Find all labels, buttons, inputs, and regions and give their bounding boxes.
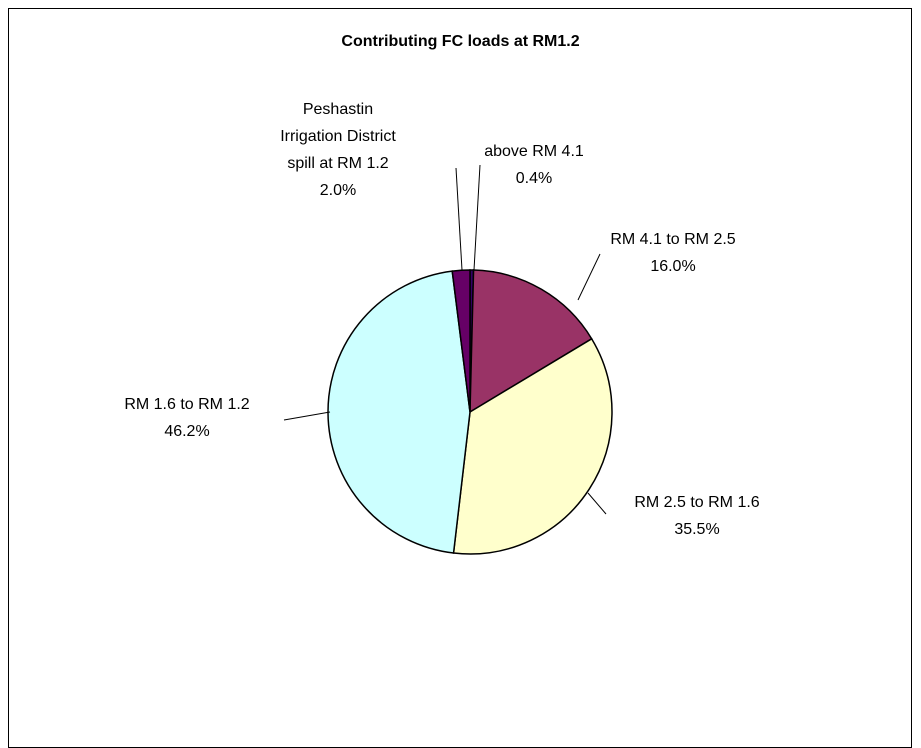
slice-label: RM 2.5 to RM 1.6 35.5% [617,489,777,543]
slice-name: above RM 4.1 [484,143,584,160]
pie-slice [452,337,613,555]
slice-name: RM 1.6 to RM 1.2 [124,396,250,413]
leader-line [473,164,481,271]
pie-slice [451,269,471,413]
slice-label: RM 4.1 to RM 2.5 16.0% [593,226,753,280]
slice-name: RM 2.5 to RM 1.6 [634,494,760,511]
leader-line [587,492,607,515]
slice-value: 16.0% [650,258,696,275]
slice-value: 35.5% [674,521,720,538]
pie-slice [327,270,471,554]
slice-value: 0.4% [515,170,553,187]
leader-line [283,411,331,421]
slice-value: 46.2% [164,423,210,440]
slice-label: above RM 4.1 0.4% [464,138,604,192]
chart-title: Contributing FC loads at RM1.2 [341,33,580,50]
slice-value: 2.0% [319,182,357,199]
slice-name: RM 4.1 to RM 2.5 [610,231,736,248]
leader-line [577,253,601,301]
slice-label: RM 1.6 to RM 1.2 46.2% [102,391,272,445]
slice-label: Peshastin Irrigation District spill at R… [274,96,402,204]
leader-line [455,167,463,271]
pie-slice [469,269,593,414]
slice-name: Peshastin Irrigation District spill at R… [280,101,396,172]
